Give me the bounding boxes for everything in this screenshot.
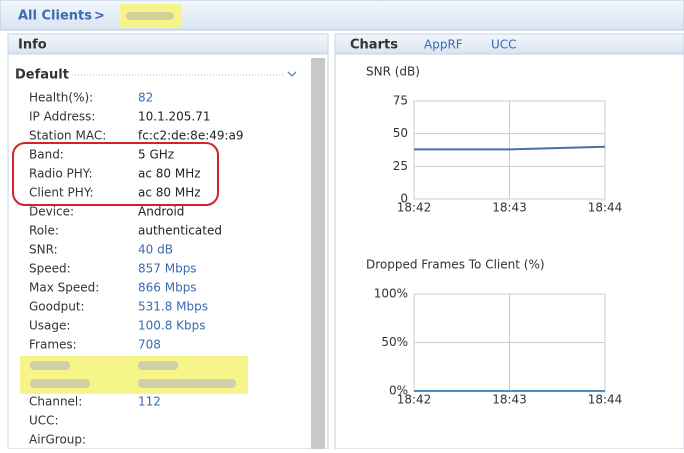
x-tick-label: 18:43: [492, 201, 527, 215]
row-label: Role:: [29, 224, 59, 238]
row-value: ac 80 MHz: [138, 167, 201, 181]
row-label: Radio PHY:: [29, 167, 93, 181]
chart-title: Dropped Frames To Client (%): [366, 258, 545, 272]
info-title: Info: [18, 38, 47, 53]
row-value: 112: [138, 395, 161, 409]
x-tick-label: 18:42: [397, 393, 432, 407]
row-value: 531.8 Mbps: [138, 300, 208, 314]
row-value: 82: [138, 91, 153, 105]
row-value: 866 Mbps: [138, 281, 197, 295]
row-label: IP Address:: [29, 110, 95, 124]
row-value: 40 dB: [138, 243, 173, 257]
row-label: UCC:: [29, 414, 59, 428]
breadcrumb-separator: >: [94, 9, 105, 24]
row-label: Band:: [29, 148, 64, 162]
row-label: Speed:: [29, 262, 71, 276]
breadcrumb-bar: [0, 0, 684, 31]
row-label: Goodput:: [29, 300, 85, 314]
redaction-blur: [138, 379, 236, 388]
tab[interactable]: AppRF: [424, 38, 463, 52]
redaction-blur: [30, 361, 70, 370]
x-tick-label: 18:43: [492, 393, 527, 407]
annotation-circle: [12, 142, 219, 206]
row-label: Usage:: [29, 319, 70, 333]
x-tick-label: 18:44: [588, 393, 623, 407]
y-tick-label: 0: [400, 192, 408, 206]
section-title[interactable]: Default: [15, 68, 69, 83]
row-value: authenticated: [138, 224, 222, 238]
y-tick-label: 25: [393, 159, 408, 173]
row-label: SNR:: [29, 243, 58, 257]
redaction-blur: [138, 361, 178, 370]
row-label: Max Speed:: [29, 281, 99, 295]
row-label: Device:: [29, 205, 74, 219]
x-tick-label: 18:44: [588, 201, 623, 215]
row-label: Client PHY:: [29, 186, 94, 200]
row-value: 708: [138, 338, 161, 352]
breadcrumb-root[interactable]: All Clients: [18, 9, 92, 24]
scrollbar[interactable]: [311, 58, 325, 449]
row-label: Station MAC:: [29, 129, 106, 143]
y-tick-label: 100%: [374, 287, 408, 301]
row-value: 100.8 Kbps: [138, 319, 206, 333]
row-label: Frames:: [29, 338, 77, 352]
row-value: fc:c2:de:8e:49:a9: [138, 129, 244, 143]
redaction-blur: [126, 12, 174, 20]
info-header: [7, 33, 329, 55]
series-line: [414, 145, 606, 151]
row-label: AirGroup:: [29, 433, 86, 447]
row-label: Channel:: [29, 395, 82, 409]
y-tick-label: 75: [393, 94, 408, 108]
y-tick-label: 50: [393, 126, 408, 140]
chevron[interactable]: [287, 71, 297, 77]
y-tick-label: 0%: [389, 384, 408, 398]
row-label: Health(%):: [29, 91, 93, 105]
row-value: ac 80 MHz: [138, 186, 201, 200]
chart-title: SNR (dB): [366, 65, 420, 79]
y-tick-label: 50%: [381, 335, 408, 349]
row-value: Android: [138, 205, 184, 219]
tabs-bar: [334, 33, 684, 55]
row-value: 5 GHz: [138, 148, 174, 162]
row-value: 10.1.205.71: [138, 110, 211, 124]
tab[interactable]: UCC: [491, 38, 517, 52]
x-tick-label: 18:42: [397, 201, 432, 215]
tab[interactable]: Charts: [350, 38, 398, 53]
redaction-blur: [30, 379, 90, 388]
row-value: 857 Mbps: [138, 262, 197, 276]
